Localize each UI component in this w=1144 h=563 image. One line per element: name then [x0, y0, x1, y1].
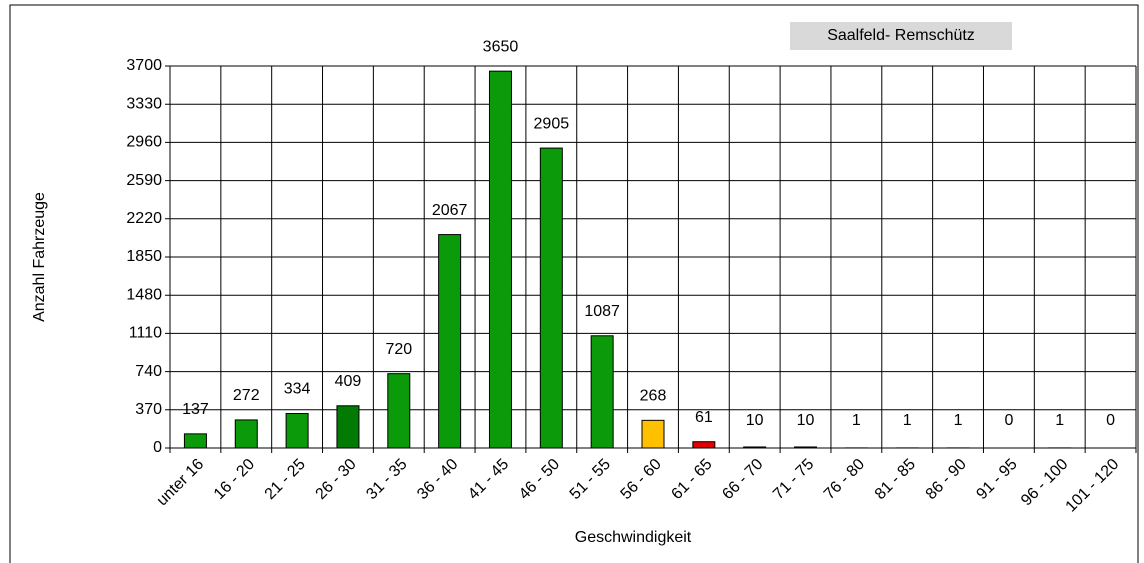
value-label: 334	[284, 381, 311, 398]
value-label: 720	[385, 341, 412, 358]
bar	[488, 70, 512, 449]
value-label: 1087	[584, 303, 620, 320]
y-tick-label: 2960	[126, 134, 162, 151]
value-label: 1	[954, 412, 963, 429]
y-axis-label: Anzahl Fahrzeuge	[31, 192, 48, 322]
value-label: 137	[182, 401, 209, 418]
value-label: 1	[852, 412, 861, 429]
bar	[590, 335, 614, 449]
x-tick-label: 61 - 65	[668, 456, 715, 503]
x-tick-label: 71 - 75	[770, 456, 817, 503]
bar	[234, 419, 258, 449]
x-tick-label: 91 - 95	[973, 456, 1020, 503]
y-tick-label: 1850	[126, 248, 162, 265]
value-label: 1	[1055, 412, 1064, 429]
value-label: 0	[1106, 412, 1115, 429]
y-tick-label: 2590	[126, 172, 162, 189]
y-tick-label: 1110	[129, 325, 162, 342]
x-tick-label: 41 - 45	[465, 456, 512, 503]
x-tick-label: 51 - 55	[567, 456, 614, 503]
chart-title: Saalfeld- Remschütz	[827, 27, 975, 44]
bar	[438, 234, 462, 449]
x-tick-label: 16 - 20	[211, 456, 258, 503]
value-label: 409	[335, 373, 362, 390]
x-tick-label: 86 - 90	[923, 456, 970, 503]
value-label: 1	[903, 412, 912, 429]
value-label: 272	[233, 387, 260, 404]
value-label: 0	[1004, 412, 1013, 429]
y-tick-label: 3700	[126, 57, 162, 74]
x-tick-label: 21 - 25	[262, 456, 309, 503]
y-tick-label: 2220	[126, 210, 162, 227]
bar	[387, 373, 411, 449]
chart-border	[9, 4, 1139, 563]
y-tick-label: 0	[153, 439, 162, 456]
x-tick-label: 56 - 60	[618, 456, 665, 503]
y-tick-label: 370	[135, 401, 162, 418]
x-tick-label: 101 - 120	[1063, 456, 1123, 516]
y-tick-label: 740	[135, 363, 162, 380]
x-tick-label: 26 - 30	[313, 456, 360, 503]
y-tick-label: 3330	[126, 95, 162, 112]
x-axis-label: Geschwindigkeit	[575, 529, 692, 546]
value-label: 61	[695, 409, 713, 426]
x-tick-label: 66 - 70	[719, 456, 766, 503]
x-tick-label: 46 - 50	[516, 456, 563, 503]
x-tick-label: 76 - 80	[821, 456, 868, 503]
bar	[285, 413, 309, 449]
value-label: 10	[746, 412, 764, 429]
value-label: 10	[797, 412, 815, 429]
bar	[794, 446, 818, 449]
bar	[743, 446, 767, 449]
y-tick-label: 1480	[126, 286, 162, 303]
title-box	[790, 22, 1012, 50]
value-label: 3650	[483, 38, 519, 55]
x-tick-label: 81 - 85	[872, 456, 919, 503]
bar	[183, 433, 207, 449]
bar	[641, 419, 665, 449]
value-label: 2905	[534, 115, 570, 132]
bar	[692, 441, 716, 449]
value-label: 268	[640, 388, 667, 405]
x-tick-label: 36 - 40	[414, 456, 461, 503]
bar	[336, 405, 360, 449]
x-tick-label: 31 - 35	[363, 456, 410, 503]
value-label: 2067	[432, 202, 468, 219]
x-tick-label: unter 16	[154, 456, 208, 510]
bar	[539, 147, 563, 449]
